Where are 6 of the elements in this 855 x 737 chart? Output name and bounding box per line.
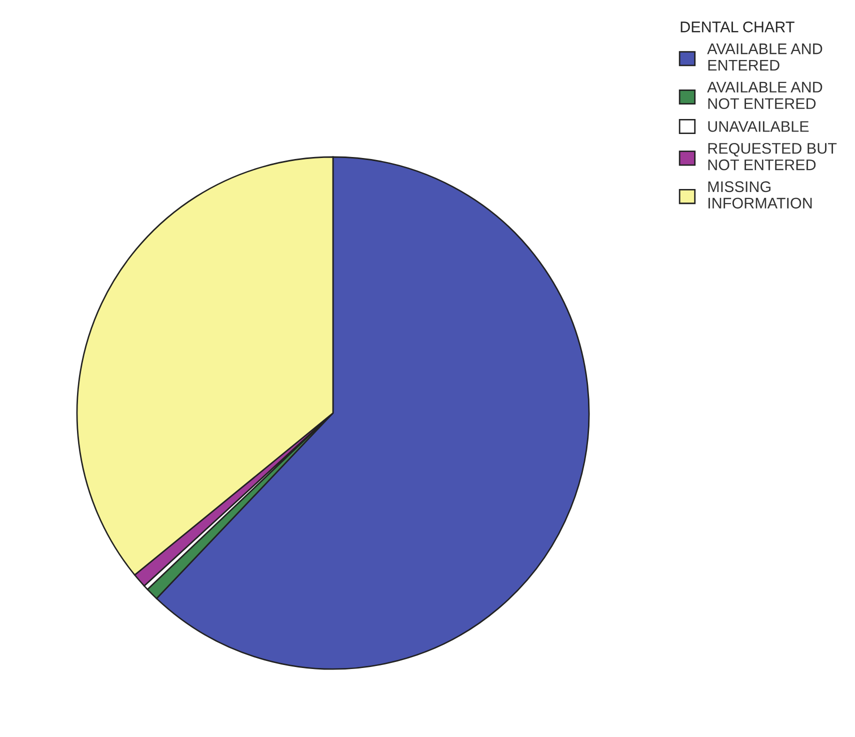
legend-label: UNAVAILABLE bbox=[708, 121, 809, 132]
legend-label: REQUESTED BUT NOT ENTERED bbox=[708, 142, 837, 170]
legend-label: AVAILABLE AND ENTERED bbox=[707, 44, 822, 71]
legend-title: DENTAL CHART bbox=[680, 22, 794, 32]
legend-label: MISSING INFORMATION bbox=[708, 181, 812, 209]
legend-label: AVAILABLE AND NOT ENTERED bbox=[707, 82, 822, 110]
